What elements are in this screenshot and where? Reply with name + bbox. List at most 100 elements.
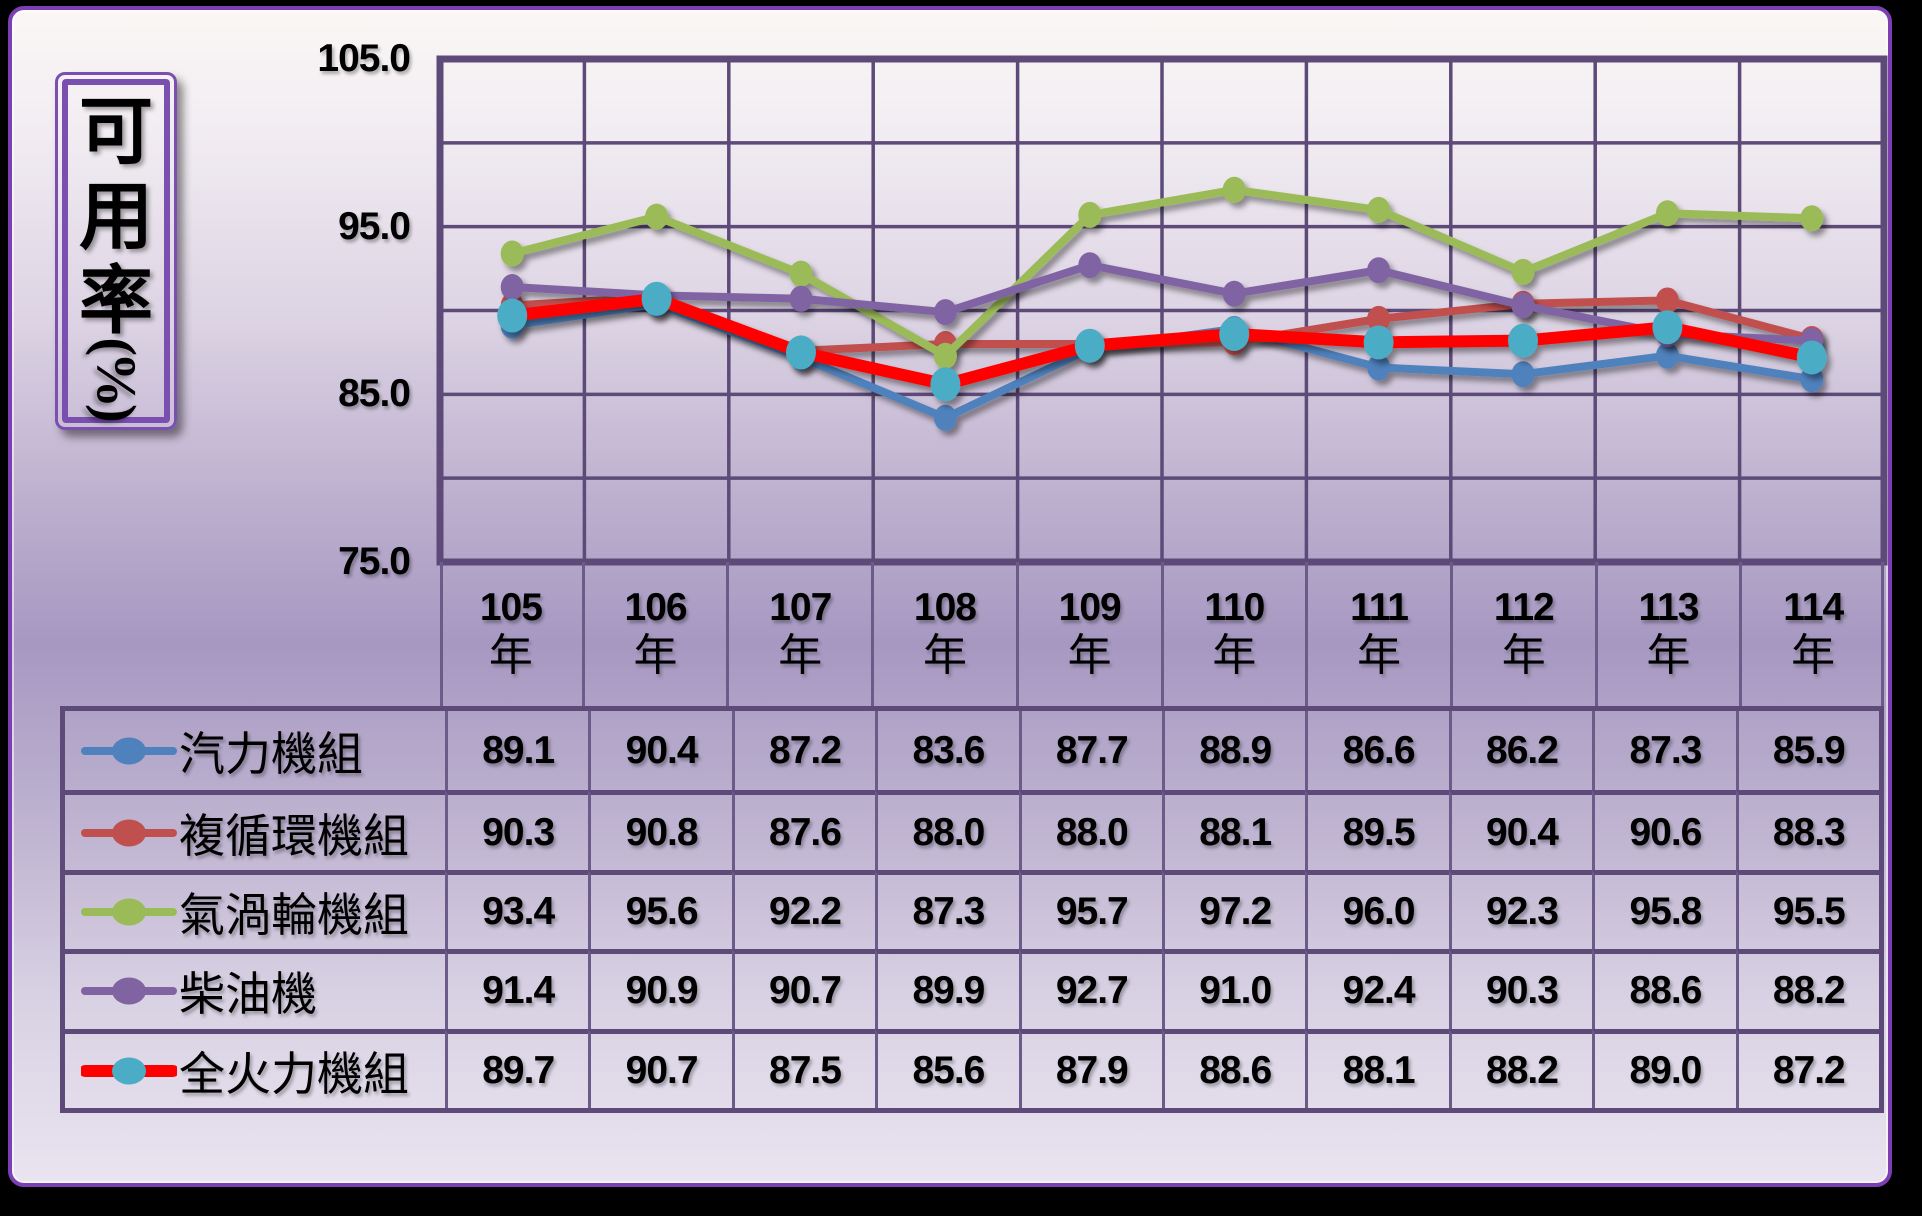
data-point-gas-turbine-units — [789, 260, 813, 287]
x-axis-label-109: 109 年 — [1015, 562, 1161, 706]
value-combined-cycle-units-114: 88.3 — [1735, 790, 1879, 870]
legend-row-combined-cycle-units: 複循環機組 — [65, 790, 445, 869]
year-number: 110 — [1204, 586, 1265, 630]
value-combined-cycle-units-113: 90.6 — [1592, 790, 1736, 870]
value-combined-cycle-units-112: 90.4 — [1448, 790, 1593, 870]
value-steam-units-105: 89.1 — [445, 711, 588, 791]
legend-label-all-thermal-units: 全火力機組 — [179, 1048, 409, 1100]
data-point-gas-turbine-units — [1222, 176, 1246, 203]
y-axis-tick: 105.0 — [317, 37, 411, 80]
value-all-thermal-units-113: 89.0 — [1592, 1028, 1736, 1108]
year-suffix: 年 — [1357, 631, 1402, 681]
data-point-all-thermal-units — [1074, 328, 1105, 363]
value-all-thermal-units-108: 85.6 — [875, 1028, 1019, 1108]
year-suffix: 年 — [1791, 631, 1836, 681]
value-diesel-units-107: 90.7 — [731, 949, 876, 1029]
value-combined-cycle-units-110: 88.1 — [1161, 790, 1306, 870]
year-suffix: 年 — [778, 631, 823, 681]
value-all-thermal-units-110: 88.6 — [1161, 1028, 1306, 1108]
slide-frame — [8, 6, 1892, 1187]
data-point-combined-cycle-units — [1655, 287, 1679, 314]
data-point-diesel-units — [789, 285, 813, 312]
value-combined-cycle-units-106: 90.8 — [588, 790, 732, 870]
data-point-steam-units — [1367, 354, 1391, 381]
value-diesel-units-113: 88.6 — [1592, 949, 1736, 1029]
x-axis-label-106: 106 年 — [581, 562, 727, 706]
year-number: 111 — [1350, 586, 1409, 630]
data-point-steam-units — [1655, 342, 1679, 369]
data-point-all-thermal-units — [1796, 340, 1827, 375]
value-all-thermal-units-114: 87.2 — [1735, 1028, 1879, 1108]
data-point-all-thermal-units — [1219, 316, 1250, 351]
data-point-gas-turbine-units — [1511, 258, 1535, 285]
legend-label-diesel-units: 柴油機 — [179, 969, 317, 1021]
year-number: 112 — [1493, 586, 1555, 630]
value-steam-units-111: 86.6 — [1305, 711, 1448, 791]
legend-swatch-combined-cycle-units — [81, 819, 177, 847]
value-all-thermal-units-111: 88.1 — [1305, 1028, 1449, 1108]
x-axis-label-108: 108 年 — [871, 562, 1016, 706]
data-point-gas-turbine-units — [933, 342, 957, 369]
y-axis-title-char: 率 — [79, 261, 153, 344]
value-all-thermal-units-109: 87.9 — [1018, 1028, 1162, 1108]
data-table: 汽力機組 89.1 90.4 87.2 83.6 87.7 88.9 86.6 86.2 87.3… — [60, 706, 1884, 1113]
data-point-all-thermal-units — [641, 281, 672, 316]
x-axis-labels: 105 年 106 年 107 年 108 年 109 年 110 年 111 年 112 年 113 年 114 年 — [440, 562, 1884, 706]
legend-swatch-gas-turbine-units — [81, 898, 177, 926]
year-number: 114 — [1783, 586, 1844, 630]
data-point-all-thermal-units — [1508, 323, 1538, 358]
value-gas-turbine-units-110: 97.2 — [1161, 869, 1306, 950]
series-gas-turbine-units — [500, 176, 1824, 369]
year-number: 105 — [479, 586, 543, 630]
value-gas-turbine-units-113: 95.8 — [1592, 869, 1736, 950]
value-combined-cycle-units-111: 89.5 — [1305, 790, 1449, 870]
value-steam-units-106: 90.4 — [588, 711, 731, 791]
legend-swatch-steam-units — [81, 737, 177, 765]
value-gas-turbine-units-105: 93.4 — [445, 869, 589, 950]
value-diesel-units-109: 92.7 — [1018, 949, 1162, 1029]
value-steam-units-107: 87.2 — [731, 711, 875, 791]
data-point-gas-turbine-units — [500, 240, 524, 267]
year-number: 108 — [913, 586, 977, 630]
data-point-all-thermal-units — [930, 367, 961, 402]
data-point-diesel-units — [500, 274, 524, 301]
value-diesel-units-111: 92.4 — [1305, 949, 1449, 1029]
x-axis-label-111: 111 年 — [1305, 562, 1450, 706]
value-diesel-units-112: 90.3 — [1448, 949, 1593, 1029]
data-point-diesel-units — [1511, 292, 1535, 319]
data-point-diesel-units — [1078, 252, 1102, 279]
data-point-diesel-units — [1222, 280, 1246, 307]
value-gas-turbine-units-106: 95.6 — [588, 869, 732, 950]
y-axis-title-box: 可 用 率 (%) — [55, 72, 177, 430]
value-all-thermal-units-105: 89.7 — [445, 1028, 589, 1108]
value-combined-cycle-units-109: 88.0 — [1018, 790, 1162, 870]
value-diesel-units-105: 91.4 — [445, 949, 589, 1029]
legend-row-steam-units: 汽力機組 — [65, 711, 445, 790]
value-gas-turbine-units-108: 87.3 — [875, 869, 1019, 950]
y-axis-tick: 75.0 — [338, 540, 411, 583]
year-number: 106 — [624, 586, 688, 630]
value-diesel-units-110: 91.0 — [1161, 949, 1306, 1029]
year-suffix: 年 — [1212, 631, 1257, 681]
year-number: 107 — [769, 586, 832, 630]
legend-row-gas-turbine-units: 氣渦輪機組 — [65, 869, 445, 949]
y-axis-tick: 95.0 — [338, 204, 411, 248]
data-point-all-thermal-units — [497, 298, 528, 333]
value-combined-cycle-units-107: 87.6 — [731, 790, 876, 870]
data-point-gas-turbine-units — [1078, 201, 1102, 228]
legend-row-diesel-units: 柴油機 — [65, 949, 445, 1028]
data-point-gas-turbine-units — [1367, 196, 1391, 223]
year-suffix: 年 — [633, 631, 678, 681]
x-axis-label-105: 105 年 — [440, 562, 582, 706]
data-point-diesel-units — [933, 299, 957, 326]
data-point-all-thermal-units — [786, 335, 816, 370]
value-diesel-units-114: 88.2 — [1735, 949, 1879, 1029]
legend-row-all-thermal-units: 全火力機組 — [65, 1028, 445, 1108]
value-gas-turbine-units-114: 95.5 — [1735, 869, 1879, 950]
x-axis-label-112: 112 年 — [1449, 562, 1595, 706]
data-point-gas-turbine-units — [645, 203, 669, 230]
data-point-all-thermal-units — [1363, 325, 1394, 360]
y-axis-title-unit: (%) — [84, 337, 147, 419]
legend-label-combined-cycle-units: 複循環機組 — [179, 810, 409, 862]
